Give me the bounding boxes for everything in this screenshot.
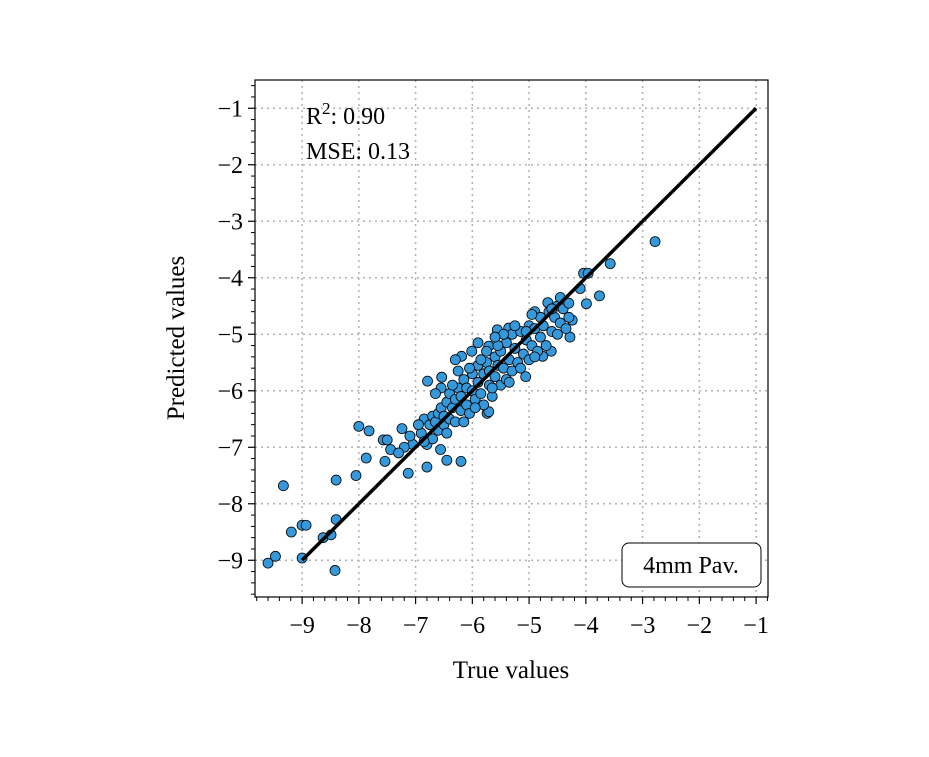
reference-line bbox=[300, 107, 758, 562]
data-point bbox=[404, 430, 416, 442]
data-point bbox=[489, 331, 501, 343]
ticks: −9 −8 −7 −6 −5 −4 −3 −2 −1 −9 −8 −7 −6 −5 −4 −3 −2 −1 bbox=[217, 85, 769, 639]
data-point bbox=[560, 323, 572, 335]
data-point bbox=[435, 444, 446, 455]
y-tick-label: −9 bbox=[217, 548, 243, 574]
y-tick-label: −6 bbox=[217, 379, 243, 405]
data-point bbox=[329, 565, 341, 576]
data-point bbox=[363, 425, 375, 437]
data-point bbox=[421, 461, 433, 473]
data-point bbox=[441, 454, 453, 466]
data-point bbox=[464, 362, 475, 374]
legend-box bbox=[621, 542, 762, 588]
data-point bbox=[509, 320, 521, 332]
data-point bbox=[594, 290, 605, 302]
x-tick-label: −7 bbox=[403, 613, 429, 639]
data-point bbox=[475, 388, 487, 399]
x-tick-label: −9 bbox=[289, 613, 315, 639]
data-point bbox=[393, 447, 404, 459]
x-tick-label: −5 bbox=[516, 613, 542, 639]
points bbox=[262, 236, 661, 576]
data-point bbox=[447, 379, 458, 391]
data-point bbox=[535, 331, 546, 343]
y-tick-label: −2 bbox=[217, 153, 243, 179]
data-point bbox=[422, 375, 433, 387]
r2-annotation: R2: 0.90 bbox=[306, 99, 385, 130]
data-point bbox=[452, 365, 464, 377]
data-point bbox=[649, 236, 661, 247]
data-point bbox=[285, 526, 297, 538]
legend-text: 4mm Pav. bbox=[643, 553, 739, 579]
data-point bbox=[520, 371, 532, 383]
data-point bbox=[503, 376, 515, 388]
data-point bbox=[469, 402, 481, 414]
data-point bbox=[515, 362, 526, 374]
data-point bbox=[350, 470, 362, 481]
x-tick-label: −8 bbox=[346, 613, 372, 639]
data-point bbox=[436, 371, 448, 383]
data-point bbox=[413, 419, 424, 431]
y-axis-label: Predicted values bbox=[163, 256, 190, 421]
data-point bbox=[441, 427, 453, 439]
y-tick-label: −7 bbox=[217, 435, 243, 461]
y-tick-label: −1 bbox=[217, 96, 243, 122]
data-point bbox=[330, 474, 342, 486]
data-point bbox=[277, 480, 289, 492]
plot-frame bbox=[254, 79, 769, 598]
data-point bbox=[529, 351, 541, 363]
data-point bbox=[458, 416, 470, 428]
data-point bbox=[581, 298, 592, 310]
data-point bbox=[563, 311, 575, 323]
grid bbox=[255, 80, 768, 597]
data-point bbox=[379, 455, 391, 467]
x-tick-label: −3 bbox=[630, 613, 656, 639]
data-point bbox=[353, 420, 365, 432]
y-tick-label: −8 bbox=[217, 492, 243, 518]
data-point bbox=[430, 388, 441, 399]
data-point bbox=[489, 371, 501, 383]
data-point bbox=[475, 354, 487, 366]
data-point bbox=[262, 557, 274, 569]
data-point bbox=[481, 345, 492, 357]
data-point bbox=[552, 328, 563, 340]
data-point bbox=[563, 297, 575, 309]
y-tick-label: −5 bbox=[217, 322, 243, 348]
x-tick-label: −4 bbox=[573, 613, 599, 639]
data-point bbox=[360, 452, 372, 464]
data-point bbox=[381, 434, 393, 446]
data-point bbox=[526, 309, 538, 320]
y-tick-label: −3 bbox=[217, 209, 243, 235]
data-point bbox=[396, 423, 408, 435]
y-tick-label: −4 bbox=[217, 266, 243, 292]
data-point bbox=[455, 455, 467, 467]
x-tick-label: −2 bbox=[687, 613, 713, 639]
data-point bbox=[270, 550, 281, 562]
data-point bbox=[402, 467, 414, 479]
x-tick-label: −6 bbox=[460, 613, 486, 639]
data-point bbox=[540, 340, 552, 351]
data-point bbox=[466, 345, 478, 357]
x-tick-label: −1 bbox=[743, 613, 769, 639]
data-point bbox=[472, 337, 484, 349]
data-point bbox=[449, 354, 461, 366]
mse-annotation: MSE: 0.13 bbox=[306, 139, 410, 165]
data-point bbox=[486, 382, 498, 394]
data-point bbox=[300, 519, 312, 531]
x-axis-label: True values bbox=[453, 657, 569, 684]
data-point bbox=[604, 258, 616, 270]
